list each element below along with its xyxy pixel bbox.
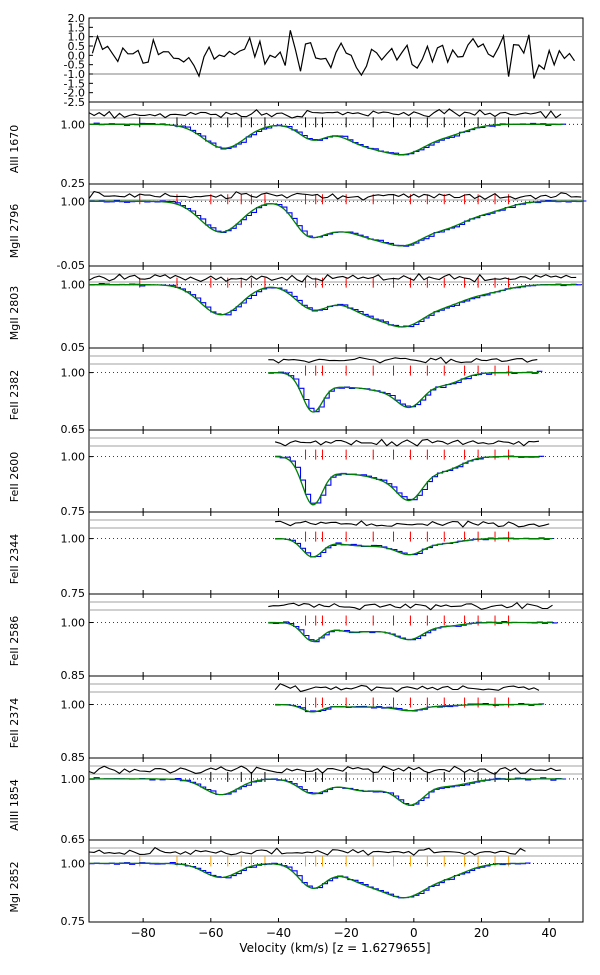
y-tick-label-min: -0.05 [57, 259, 85, 272]
model-fit-line [89, 778, 563, 806]
model-fit-line [275, 455, 539, 506]
panel-label: MgII 2796 [8, 204, 21, 258]
residual-y-tick-label: -1.5 [64, 77, 85, 90]
residual-y-tick-label: 1.5 [68, 21, 86, 34]
panel-feii-2344: 1.00 0.75 FeII 2344 [8, 511, 584, 600]
spectrum-data-line [89, 862, 531, 899]
x-tick-label: −40 [266, 926, 291, 940]
model-fit-line [89, 123, 563, 156]
panel-residual-line [88, 190, 582, 201]
y-tick-label-min: 0.65 [61, 423, 86, 436]
model-fit-line [89, 284, 577, 328]
y-tick-label-min: 0.85 [61, 751, 86, 764]
panel-label: FeII 2344 [8, 534, 21, 584]
panel-residual-line [268, 601, 553, 611]
model-fit-line [89, 862, 526, 899]
y-tick-label-1: 1.00 [61, 279, 86, 292]
residual-y-tick-label: 0.0 [68, 49, 86, 62]
model-fit-line [89, 200, 583, 247]
spectrum-data-line [89, 122, 567, 156]
x-tick-label: 40 [542, 926, 557, 940]
panel-feii-2600: 1.00 0.75 FeII 2600 [8, 429, 584, 518]
panel-residual-line [88, 272, 577, 283]
panel-residual-line [275, 520, 550, 528]
plot-layer: 2.01.51.00.50.0-0.5-1.0-1.5-2.0-2.51.000… [8, 12, 587, 940]
x-axis-label: Velocity (km/s) [z = 1.6279655] [239, 941, 430, 955]
y-tick-label-1: 1.00 [61, 195, 86, 208]
residual-panel: 2.01.51.00.50.0-0.5-1.0-1.5-2.0-2.5 [64, 12, 584, 109]
spectrum-data-line [275, 455, 545, 504]
panel-feii-2586: 1.00 0.85 FeII 2586 [8, 593, 584, 682]
model-fit-line [275, 703, 543, 713]
y-tick-label-1: 1.00 [61, 617, 86, 630]
x-tick-label: −80 [130, 926, 155, 940]
residual-y-tick-label: 1.0 [68, 31, 86, 44]
y-tick-label-1: 1.00 [61, 118, 86, 131]
panel-feii-2374: 1.00 0.85 FeII 2374 [8, 675, 584, 764]
panel-residual-line [274, 683, 540, 693]
panel-frame [88, 675, 584, 759]
y-tick-label-1: 1.00 [61, 699, 86, 712]
panel-label: FeII 2374 [8, 698, 21, 748]
residual-series-line [91, 30, 575, 79]
model-fit-line [268, 371, 539, 413]
panel-mgii-2803: 1.00 0.05 MgII 2803 [8, 265, 584, 354]
residual-y-tick-label: -2.5 [64, 96, 85, 109]
spectrum-data-line [268, 370, 543, 413]
panel-mgii-2796: 1.00 -0.05 MgII 2796 [8, 183, 587, 272]
residual-y-tick-label: 0.5 [68, 40, 86, 53]
model-fit-line [268, 621, 553, 642]
residual-y-tick-label: -2.0 [64, 87, 85, 100]
panel-frame [88, 839, 584, 923]
panel-residual-line [88, 108, 562, 120]
panel-label: FeII 2600 [8, 452, 21, 502]
y-tick-label-min: 0.25 [61, 177, 86, 190]
panel-frame [88, 511, 584, 595]
panel-alii-1670: 1.00 0.25 AlII 1670 [8, 101, 584, 190]
residual-y-tick-label: -1.0 [64, 68, 85, 81]
panel-label: AlII 1670 [8, 125, 21, 174]
panel-residual-line [88, 765, 562, 775]
y-tick-label-min: 0.75 [61, 587, 86, 600]
panel-label: FeII 2382 [8, 370, 21, 420]
panel-residual-line [88, 846, 526, 856]
panel-feii-2382: 1.00 0.65 FeII 2382 [8, 347, 584, 436]
residual-y-tick-label: -0.5 [64, 59, 85, 72]
y-tick-label-min: 0.75 [61, 505, 86, 518]
y-tick-label-1: 1.00 [61, 773, 86, 786]
panel-mgi-2852: 1.00 0.75 MgI 2852 [8, 839, 584, 928]
model-fit-line [275, 537, 553, 558]
y-tick-label-1: 1.00 [61, 857, 86, 870]
x-tick-label: −20 [333, 926, 358, 940]
panel-residual-line [268, 356, 538, 364]
y-tick-label-min: 0.75 [61, 915, 86, 928]
y-tick-label-min: 0.65 [61, 833, 86, 846]
panel-label: AlIII 1854 [8, 779, 21, 831]
x-tick-label: −60 [198, 926, 223, 940]
y-tick-label-1: 1.00 [61, 367, 86, 380]
panel-frame [88, 593, 584, 677]
y-tick-label-1: 1.00 [61, 533, 86, 546]
residual-panel-frame [88, 17, 584, 103]
spectrum-data-line [89, 199, 587, 247]
panel-aliii-1854: 1.00 0.65 AlIII 1854 [8, 757, 584, 846]
panel-residual-line [274, 438, 540, 447]
y-tick-label-min: 0.85 [61, 669, 86, 682]
x-tick-label: 20 [474, 926, 489, 940]
panel-label: MgII 2803 [8, 286, 21, 340]
y-tick-label-min: 0.05 [61, 341, 86, 354]
panel-label: FeII 2586 [8, 616, 21, 666]
y-tick-label-1: 1.00 [61, 451, 86, 464]
panel-label: MgI 2852 [8, 861, 21, 912]
residual-y-tick-label: 2.0 [68, 12, 86, 25]
x-tick-label: 0 [410, 926, 418, 940]
